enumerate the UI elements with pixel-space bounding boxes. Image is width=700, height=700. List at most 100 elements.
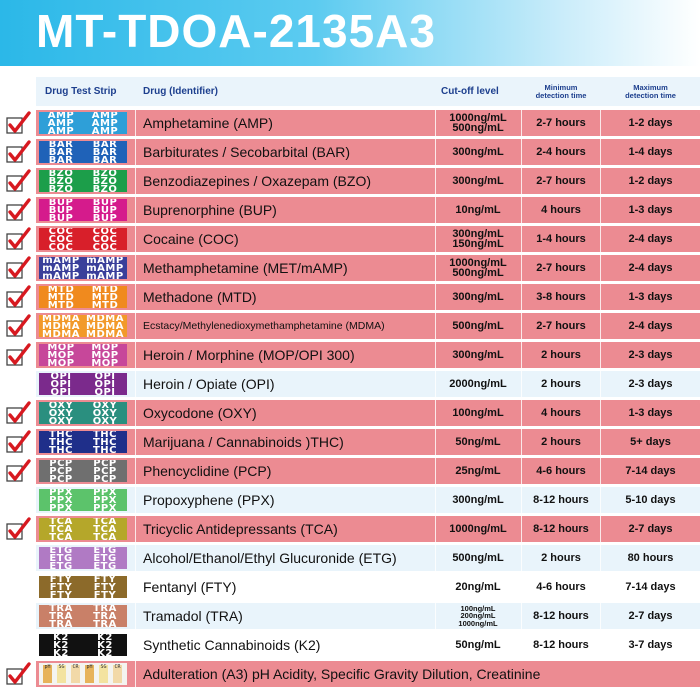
reagent-pad: CR	[71, 665, 80, 683]
strip-code-text: MDMA	[42, 329, 80, 338]
table-row: MDMA MDMA MDMA MDMA MDMA MDMA Ecstacy/Methylen…	[36, 313, 700, 339]
table-header: Drug Test Strip Drug (Identifier) Cut-of…	[36, 77, 700, 106]
column-divider	[600, 255, 601, 281]
strip-code-text: OPI	[94, 373, 116, 382]
drug-test-strip: TCA TCA TCA TCA TCA TCA	[39, 518, 127, 540]
strip-code: OXY OXY	[39, 417, 127, 425]
strip-code: OXY OXY	[39, 409, 127, 419]
reagent-pad: CR	[113, 665, 122, 683]
min-detection-time: 8-12 hours	[533, 494, 589, 506]
table-row: THC THC THC THC THC THC Marijuana / Cannabinoi…	[36, 429, 700, 455]
strip-code-text: ETG	[93, 553, 117, 564]
strip-code-text: TCA	[93, 532, 117, 541]
max-detection-time: 5+ days	[630, 436, 671, 448]
drug-test-strip: ETG ETG ETG ETG ETG ETG	[39, 547, 127, 569]
strip-code-text: mAMP	[42, 263, 80, 274]
strip-code: MDMA MDMA	[39, 315, 127, 324]
column-divider	[135, 284, 136, 310]
cutoff-level: 500ng/mL	[435, 545, 521, 571]
reagent-pad: pH	[43, 665, 52, 683]
table-row: TCA TCA TCA TCA TCA TCA Tricyclic Antidepressa…	[36, 516, 700, 542]
strip-code-text: TRA	[49, 619, 73, 628]
table-row: K2 K2 K2 K2 K2 K2 Synthetic Cannabinoids (K2) 5…	[36, 632, 700, 658]
table-row: OPI OPI OPI OPI OPI OPI Heroin / Opiate (OPI) 2…	[36, 371, 700, 397]
strip-code: PPX PPX	[39, 504, 127, 512]
strip-code-text: BZO	[48, 184, 74, 193]
strip-code: COC COC	[39, 243, 127, 251]
drug-name: Methamphetamine (MET/mAMP)	[143, 260, 348, 276]
cutoff-value: 100ng/mL	[460, 603, 496, 613]
column-divider	[521, 429, 522, 455]
strip-code-text: K2	[53, 648, 69, 657]
strip-code-text: BAR	[92, 141, 118, 150]
strip-code: TCA TCA	[39, 532, 127, 541]
strip-code-text: BUP	[48, 199, 74, 208]
max-detection-time: 2-3 days	[628, 349, 673, 361]
cutoff-value: 300ng/mL	[452, 228, 504, 240]
strip-code-text: MOP	[91, 350, 119, 361]
strip-code: TRA TRA	[39, 619, 127, 628]
strip-code-text: mAMP	[86, 263, 124, 274]
strip-code: K2 K2	[39, 648, 127, 657]
cutoff-value: 100ng/mL	[452, 407, 504, 419]
strip-code-text: MDMA	[86, 329, 124, 338]
table-row: BZO BZO BZO BZO BZO BZO Benzodiazepines / Oxaz…	[36, 168, 700, 194]
strip-code: FTY FTY	[39, 583, 127, 593]
strip-code: ETG ETG	[39, 553, 127, 564]
header-cutoff: Cut-off level	[441, 86, 499, 97]
strip-code-text: COC	[48, 234, 74, 245]
drug-test-strip: MDMA MDMA MDMA MDMA MDMA MDMA	[39, 315, 127, 337]
strip-code: BUP BUP	[39, 199, 127, 208]
column-divider	[435, 110, 436, 136]
table-row: OXY OXY OXY OXY OXY OXY Oxycodone (OXY) 100ng/m…	[36, 400, 700, 426]
strip-code-text: PCP	[93, 474, 117, 483]
strip-code-text: ETG	[49, 553, 73, 564]
cutoff-value: 1000ng/mL	[449, 112, 507, 124]
column-divider	[600, 574, 601, 600]
strip-code: MDMA MDMA	[39, 329, 127, 338]
drug-name: Ecstacy/Methylenedioxymethamphetamine (M…	[143, 320, 385, 332]
cutoff-value: 500ng/mL	[452, 122, 504, 134]
cutoff-level: 50ng/mL	[435, 632, 521, 658]
strip-code-text: COC	[92, 228, 118, 237]
column-divider	[135, 661, 136, 687]
column-divider	[135, 226, 136, 252]
drug-name: Phencyclidine (PCP)	[143, 463, 272, 479]
column-divider	[600, 603, 601, 629]
column-divider	[521, 400, 522, 426]
strip-code-text: PPX	[49, 495, 73, 506]
column-divider	[135, 603, 136, 629]
strip-code-text: PPX	[49, 489, 73, 498]
strip-code: MOP MOP	[39, 344, 127, 353]
table-row: MTD MTD MTD MTD MTD MTD Methadone (MTD) 300ng/m…	[36, 284, 700, 310]
strip-code: OPI OPI	[39, 380, 127, 390]
table-row: mAMP mAMP mAMP mAMP mAMP mAMP Methamphetamine …	[36, 255, 700, 281]
drug-name: Tramadol (TRA)	[143, 608, 243, 624]
min-detection-time: 4-6 hours	[536, 465, 586, 477]
column-divider	[135, 632, 136, 658]
max-detection-time: 1-4 days	[628, 146, 673, 158]
max-detection-time: 2-4 days	[628, 320, 673, 332]
column-divider	[435, 545, 436, 571]
strip-code: ETG ETG	[39, 562, 127, 570]
strip-code: COC COC	[39, 234, 127, 245]
column-divider	[135, 574, 136, 600]
checkmark-icon	[6, 314, 32, 338]
min-detection-time: 8-12 hours	[533, 610, 589, 622]
header-drug: Drug (Identifier)	[143, 86, 218, 97]
strip-code-text: MTD	[91, 292, 119, 303]
checkmark-icon	[6, 140, 32, 164]
checkmark-icon	[6, 285, 32, 309]
max-detection-time: 1-3 days	[628, 291, 673, 303]
max-detection-time: 2-4 days	[628, 233, 673, 245]
strip-code-text: OPI	[50, 373, 72, 382]
cutoff-value: 50ng/mL	[455, 436, 501, 448]
column-divider	[135, 110, 136, 136]
header-max-line2: detection time	[625, 90, 676, 100]
strip-code-text: TCA	[93, 518, 117, 527]
strip-code-text: MDMA	[86, 321, 124, 332]
column-divider	[521, 110, 522, 136]
table-row: PCP PCP PCP PCP PCP PCP Phencyclidine (PCP) 25n…	[36, 458, 700, 484]
column-divider	[435, 313, 436, 339]
drug-test-strip: PPX PPX PPX PPX PPX PPX	[39, 489, 127, 511]
